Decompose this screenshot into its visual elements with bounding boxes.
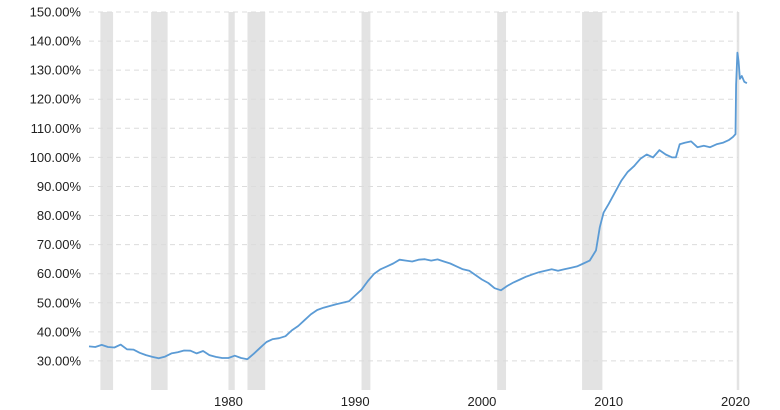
x-tick-label: 1990: [341, 394, 370, 409]
recession-band: [151, 12, 168, 390]
recession-band: [582, 12, 603, 390]
y-tick-label: 110.00%: [31, 121, 82, 136]
x-tick-label: 2020: [721, 394, 750, 409]
y-tick-label: 140.00%: [30, 34, 82, 49]
y-tick-label: 50.00%: [37, 295, 82, 310]
gridlines: [89, 11, 738, 362]
recession-band: [100, 12, 114, 390]
recession-band: [736, 12, 740, 390]
series-line: [88, 51, 748, 361]
x-tick-label: 2000: [467, 394, 496, 409]
y-tick-label: 90.00%: [37, 179, 82, 194]
y-tick-label: 150.00%: [30, 5, 82, 20]
y-axis-labels: 30.00% 40.00% 50.00% 60.00% 70.00% 80.00% 90.0…: [30, 5, 82, 369]
y-tick-label: 30.00%: [37, 353, 82, 368]
y-tick-label: 120.00%: [30, 92, 82, 107]
recession-band: [228, 12, 235, 390]
y-tick-label: 80.00%: [37, 208, 82, 223]
y-tick-label: 100.00%: [30, 150, 82, 165]
recession-band: [247, 12, 266, 390]
y-tick-label: 40.00%: [37, 324, 82, 339]
recession-band: [361, 12, 371, 390]
recession-bands: [100, 12, 740, 390]
x-axis-labels: 1980 1990 2000 2010 2020: [214, 394, 750, 409]
recession-band: [497, 12, 507, 390]
x-tick-label: 2010: [594, 394, 623, 409]
y-tick-label: 60.00%: [37, 266, 82, 281]
y-tick-label: 130.00%: [30, 63, 82, 78]
y-tick-label: 70.00%: [37, 237, 82, 252]
x-tick-label: 1980: [214, 394, 243, 409]
